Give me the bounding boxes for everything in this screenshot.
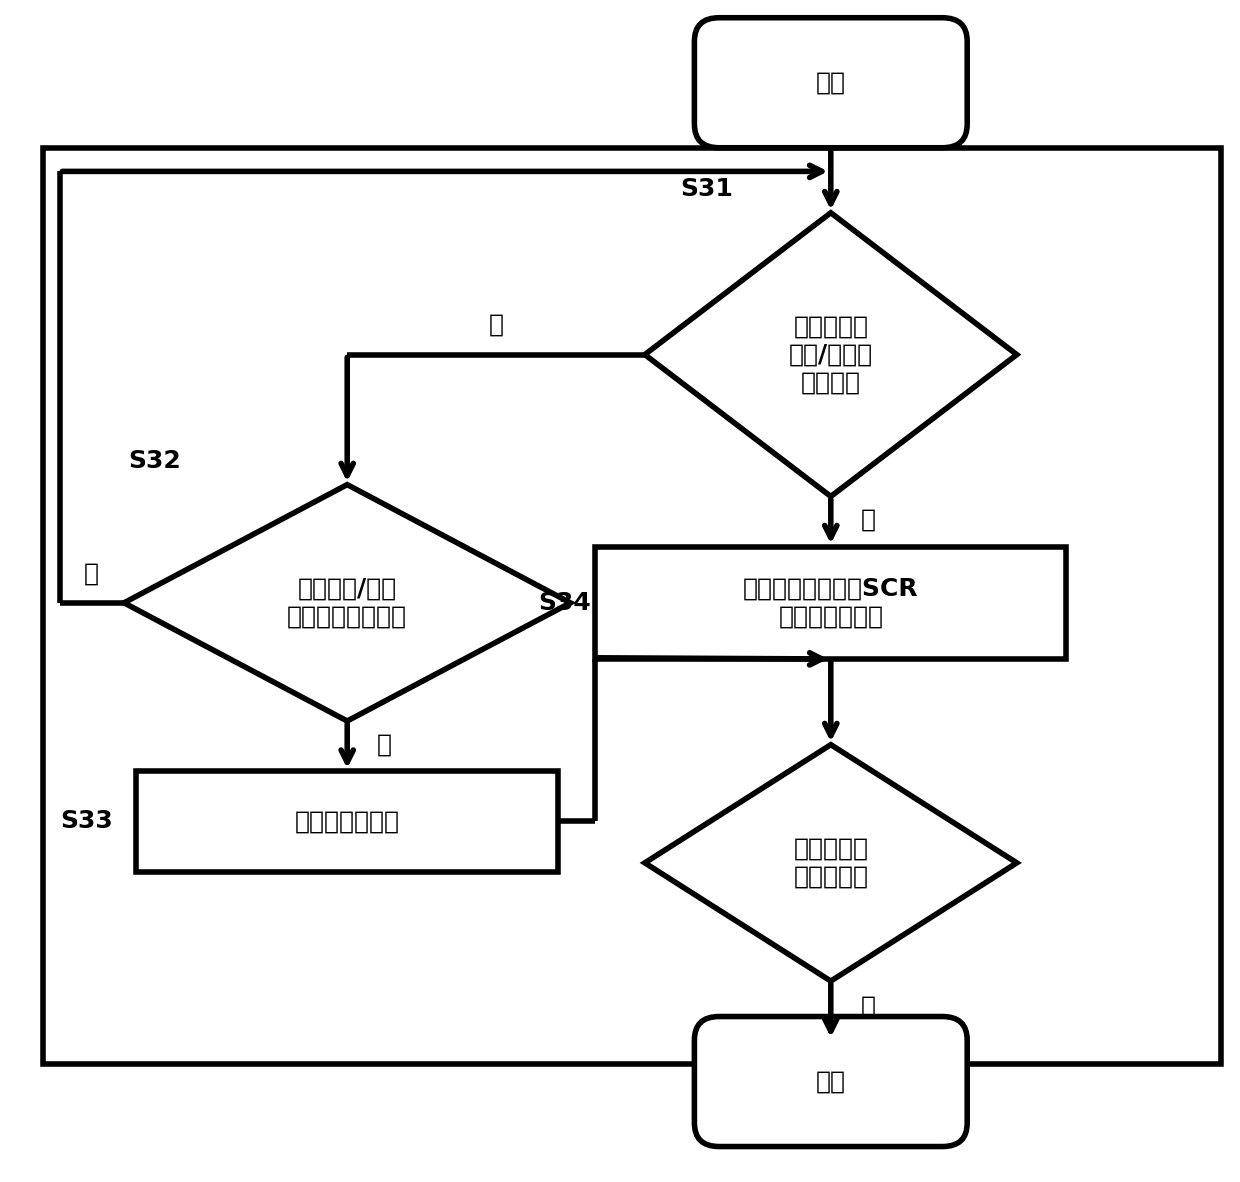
Text: S33: S33 [61,810,113,833]
Polygon shape [645,745,1017,981]
Text: 旁通阀闭环控制（SCR
入口温度反馈）: 旁通阀闭环控制（SCR 入口温度反馈） [743,577,919,629]
Bar [595,546,1066,660]
Text: 结束: 结束 [816,1070,846,1093]
Text: 是: 是 [861,508,875,532]
Text: 是: 是 [377,733,392,756]
Text: S31: S31 [681,177,733,201]
Text: 开始: 开始 [816,71,846,95]
Text: 否: 否 [489,313,503,337]
Text: S34: S34 [538,591,590,615]
Text: 硫中毒消除
是否完成？: 硫中毒消除 是否完成？ [794,837,868,889]
Bar [43,148,1221,1064]
Text: 发动机运行
高温/高空燃
比工况？: 发动机运行 高温/高空燃 比工况？ [789,314,873,395]
Text: 否: 否 [84,561,99,585]
Text: 排气管喷油脱硫: 排气管喷油脱硫 [295,810,399,833]
Text: 是: 是 [861,995,875,1019]
Polygon shape [124,485,570,721]
Polygon shape [645,213,1017,496]
Text: S32: S32 [129,449,181,473]
FancyBboxPatch shape [694,18,967,148]
Text: 累积时间/转化
效率是否超极限？: 累积时间/转化 效率是否超极限？ [288,577,407,629]
Bar [136,771,558,872]
FancyBboxPatch shape [694,1017,967,1147]
